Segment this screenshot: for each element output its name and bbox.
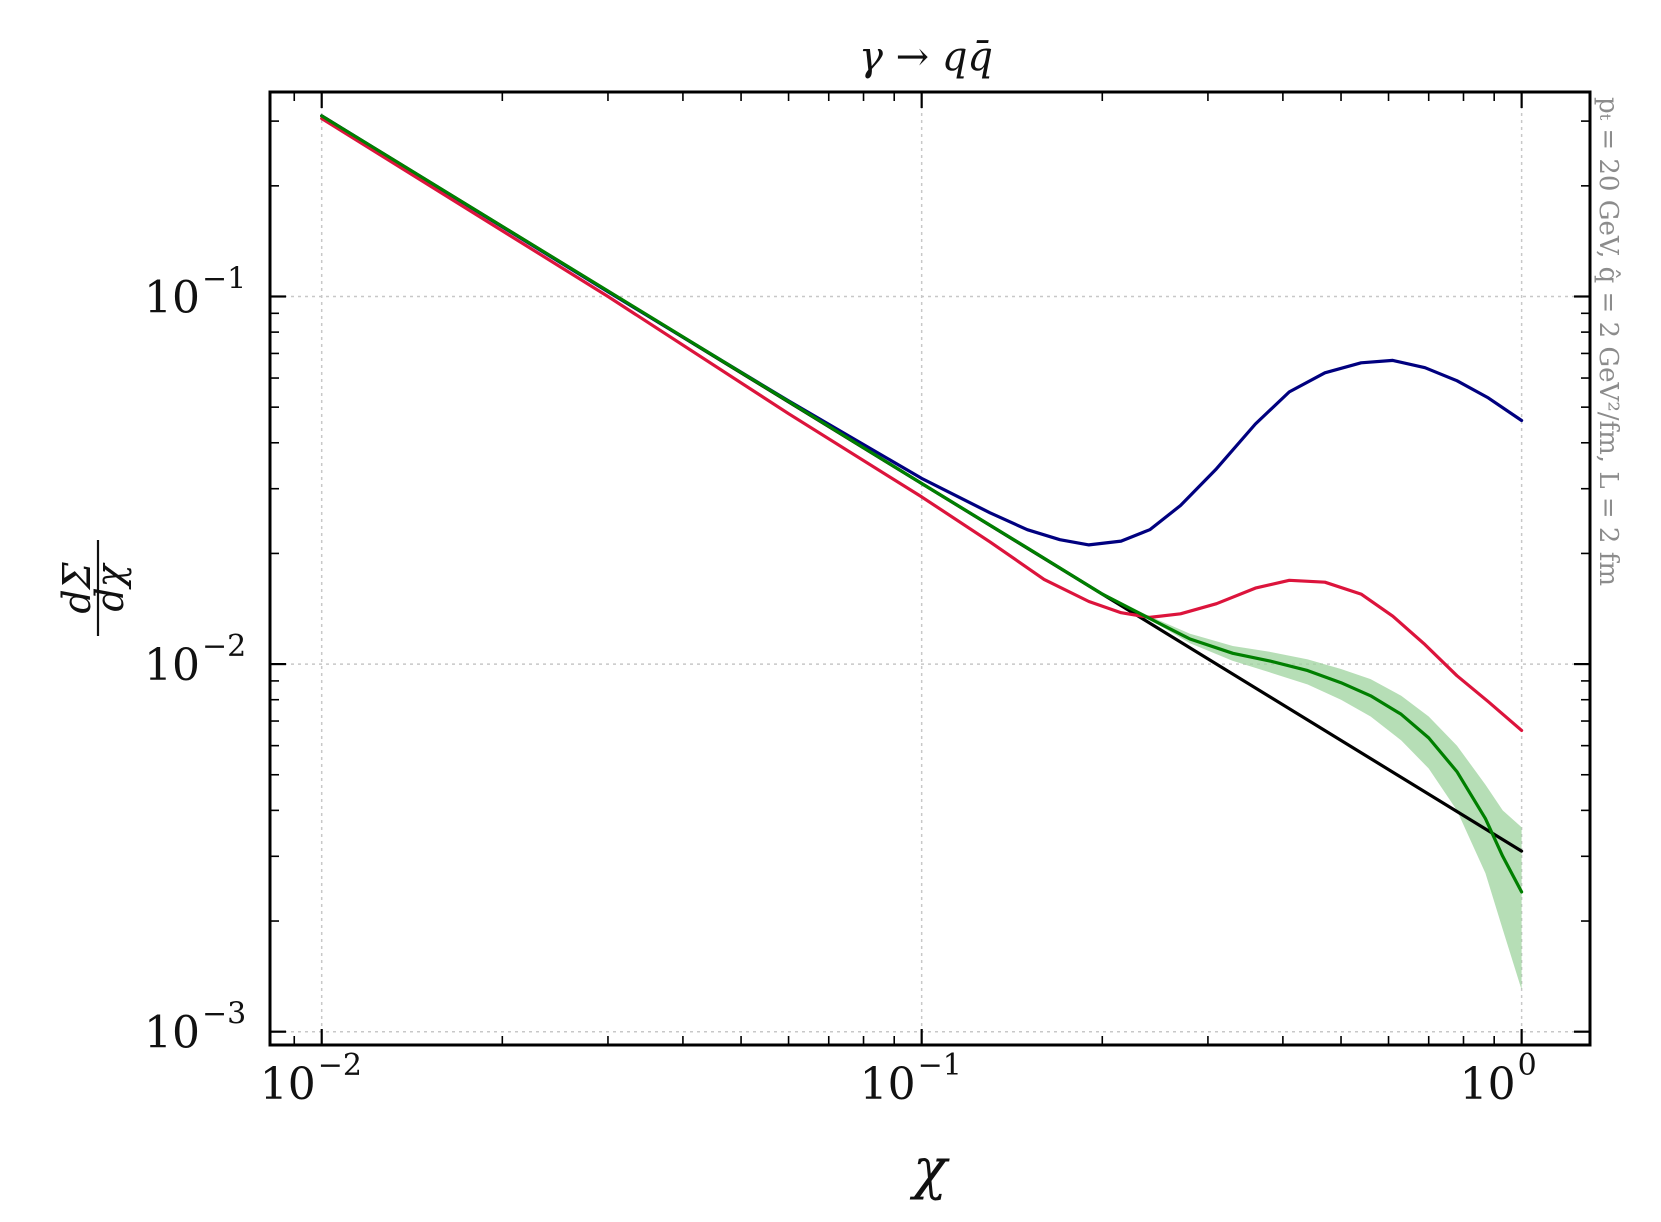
x-tick-label-exponent: 0 (1518, 1048, 1537, 1083)
x-tick-label: 10 0 (1460, 1048, 1537, 1110)
x-tick-label: 10 −2 (260, 1048, 362, 1110)
y-axis-label: dΣ dχ (55, 540, 132, 636)
series-3-line (320, 116, 1524, 733)
y-axis-label-numerator: dΣ (55, 561, 99, 613)
y-tick-label-exponent: −2 (202, 629, 246, 664)
y-tick-label-exponent: −3 (202, 997, 246, 1032)
y-tick-label-exponent: −1 (202, 261, 246, 296)
series-4-line (320, 114, 1524, 894)
x-tick-label-exponent: −2 (318, 1048, 362, 1083)
tick-label-layer: 10 −2 10 −1 10 010 −310 −210 −1 (144, 261, 1537, 1110)
x-tick-label: 10 −1 (860, 1048, 962, 1110)
x-tick-label-base: 10 (860, 1059, 916, 1110)
y-axis-label-denominator: dχ (88, 562, 132, 611)
y-tick-label: 10 −1 (144, 261, 246, 323)
y-tick-label-base: 10 (144, 272, 200, 323)
y-tick-label-base: 10 (144, 1008, 200, 1059)
tick-layer (270, 92, 1590, 1045)
y-tick-label-base: 10 (144, 640, 200, 691)
parameter-annotation: pₜ = 20 GeV, q̂ = 2 GeV²/fm, L = 2 fm (1593, 97, 1623, 586)
y-tick-label: 10 −3 (144, 997, 246, 1059)
grid-layer (270, 92, 1590, 1045)
series-2-line (320, 114, 1524, 547)
chart-title: γ → qq̄ (859, 34, 993, 80)
y-tick-label: 10 −2 (144, 629, 246, 691)
x-tick-label-base: 10 (1460, 1059, 1516, 1110)
x-axis-label: χ (909, 1137, 950, 1202)
series-layer (320, 114, 1524, 894)
x-tick-label-exponent: −1 (918, 1048, 962, 1083)
x-tick-label-base: 10 (260, 1059, 316, 1110)
plot-frame (268, 90, 1592, 1047)
